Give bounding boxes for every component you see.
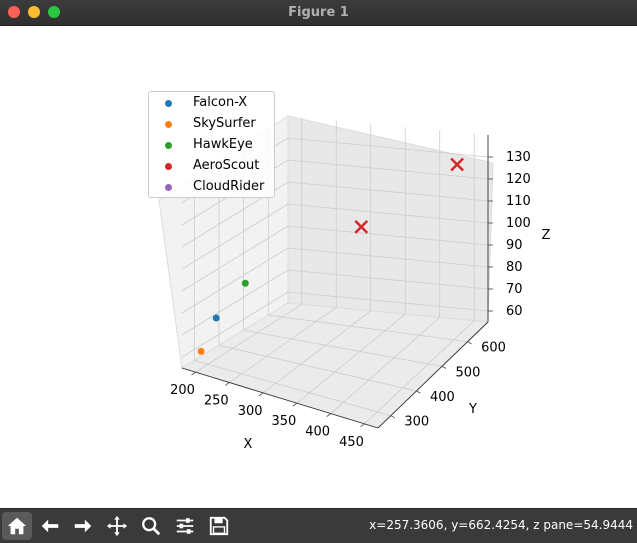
x-tick-mark: [225, 382, 230, 386]
legend-marker: [165, 184, 172, 191]
cursor-coordinates: x=257.3606, y=662.4254, z pane=54.9444: [369, 518, 633, 532]
data-point-x-marker: [354, 220, 369, 234]
zoom-window-button[interactable]: [48, 6, 60, 18]
x-axis-label: X: [244, 437, 253, 452]
minimize-window-button[interactable]: [28, 6, 40, 18]
window-title: Figure 1: [288, 5, 349, 20]
legend-label: Falcon-X: [193, 95, 248, 110]
figure-canvas[interactable]: 200 250 300 350 400 450 300 400 500 600 60 70 80 90 10…: [0, 26, 637, 508]
3d-scatter-plot[interactable]: 2002503003504004503004005006006070809010…: [0, 26, 637, 508]
save-button[interactable]: [204, 512, 234, 540]
z-axis-label: Z: [542, 228, 551, 243]
legend-marker: [165, 100, 172, 107]
y-grid-line: [243, 143, 443, 367]
x-tick-mark: [360, 423, 365, 428]
x-tick-label: 200: [170, 383, 195, 398]
x-tick-mark: [326, 413, 331, 417]
x-grid-line: [330, 130, 441, 414]
y-axis-label: Y: [468, 402, 477, 417]
y-axis-line: [377, 321, 489, 429]
x-axis-line: [181, 367, 379, 429]
z-tick-label: 70: [506, 282, 523, 297]
legend-label: HawkEye: [193, 137, 253, 152]
x-grid-line: [229, 120, 337, 383]
legend-label: CloudRider: [193, 179, 265, 194]
z-tick-label: 90: [506, 238, 523, 253]
z-tick-label: 60: [506, 304, 523, 319]
legend-label: SkySurfer: [193, 116, 256, 131]
x-tick-label: 400: [305, 425, 330, 440]
tick-labels: 2002503003504004503004005006006070809010…: [170, 150, 531, 450]
home-icon: [7, 517, 27, 535]
back-arrow-icon: [41, 519, 59, 533]
z-grid-line: [181, 181, 489, 248]
legend-marker: [165, 163, 172, 170]
x-tick-label: 450: [339, 435, 364, 450]
y-grid-line: [193, 173, 391, 417]
legend-label: AeroScout: [193, 158, 260, 173]
x-grid-line: [195, 117, 303, 373]
legend-item: CloudRider: [149, 177, 274, 198]
y-tick-mark: [467, 341, 472, 345]
z-tick-label: 120: [506, 172, 531, 187]
y-tick-label: 600: [481, 341, 506, 356]
y-tick-mark: [441, 366, 447, 369]
back-button[interactable]: [35, 512, 65, 540]
save-icon: [209, 516, 229, 536]
window-titlebar: Figure 1: [0, 0, 637, 26]
axis-lines: [181, 135, 489, 429]
z-grid-line: [181, 291, 489, 358]
legend: Falcon-X SkySurfer HawkEye AeroScout Clo…: [148, 91, 275, 198]
legend-marker: [165, 121, 172, 128]
y-tick-label: 300: [404, 415, 429, 430]
pan-button[interactable]: [102, 512, 132, 540]
legend-marker: [165, 142, 172, 149]
x-grid-line: [296, 127, 406, 404]
data-points: [197, 157, 465, 355]
data-point: [197, 347, 205, 355]
z-grid-line: [181, 247, 489, 314]
x-grid-line: [262, 123, 372, 394]
pan-icon: [106, 515, 128, 537]
x-tick-label: 350: [271, 414, 296, 429]
forward-arrow-icon: [74, 519, 92, 533]
home-button[interactable]: [2, 512, 32, 540]
x-tick-mark: [292, 402, 298, 407]
x-grid-line: [364, 133, 475, 425]
zoom-button[interactable]: [136, 512, 166, 540]
z-tick-label: 100: [506, 216, 531, 231]
y-tick-label: 400: [430, 390, 455, 405]
data-point: [241, 279, 249, 287]
y-tick-label: 500: [456, 365, 481, 380]
y-tick-mark: [416, 390, 421, 394]
x-tick-mark: [191, 371, 196, 376]
legend-item: AeroScout: [149, 156, 274, 177]
z-tick-label: 80: [506, 260, 523, 275]
legend-item: Falcon-X: [149, 93, 274, 114]
z-tick-label: 130: [506, 150, 531, 165]
configure-subplots-icon: [176, 518, 194, 534]
z-grid-line: [181, 269, 489, 336]
close-window-button[interactable]: [8, 6, 20, 18]
legend-item: HawkEye: [149, 135, 274, 156]
configure-subplots-button[interactable]: [170, 512, 200, 540]
legend-item: SkySurfer: [149, 114, 274, 135]
x-tick-mark: [258, 392, 264, 397]
back-right-pane: [287, 115, 494, 323]
z-grid-line: [181, 159, 489, 226]
grid-lines: [181, 117, 489, 425]
x-tick-label: 300: [238, 404, 263, 419]
x-tick-label: 250: [204, 393, 229, 408]
zoom-icon: [142, 517, 161, 536]
data-point: [212, 314, 220, 322]
z-grid-line: [181, 203, 489, 270]
matplotlib-toolbar: x=257.3606, y=662.4254, z pane=54.9444: [0, 508, 637, 543]
y-grid-line: [218, 158, 417, 392]
z-tick-label: 110: [506, 194, 531, 209]
data-point-x-marker: [450, 157, 465, 172]
forward-button[interactable]: [68, 512, 98, 540]
z-grid-line: [181, 225, 489, 292]
y-tick-mark: [390, 415, 395, 419]
